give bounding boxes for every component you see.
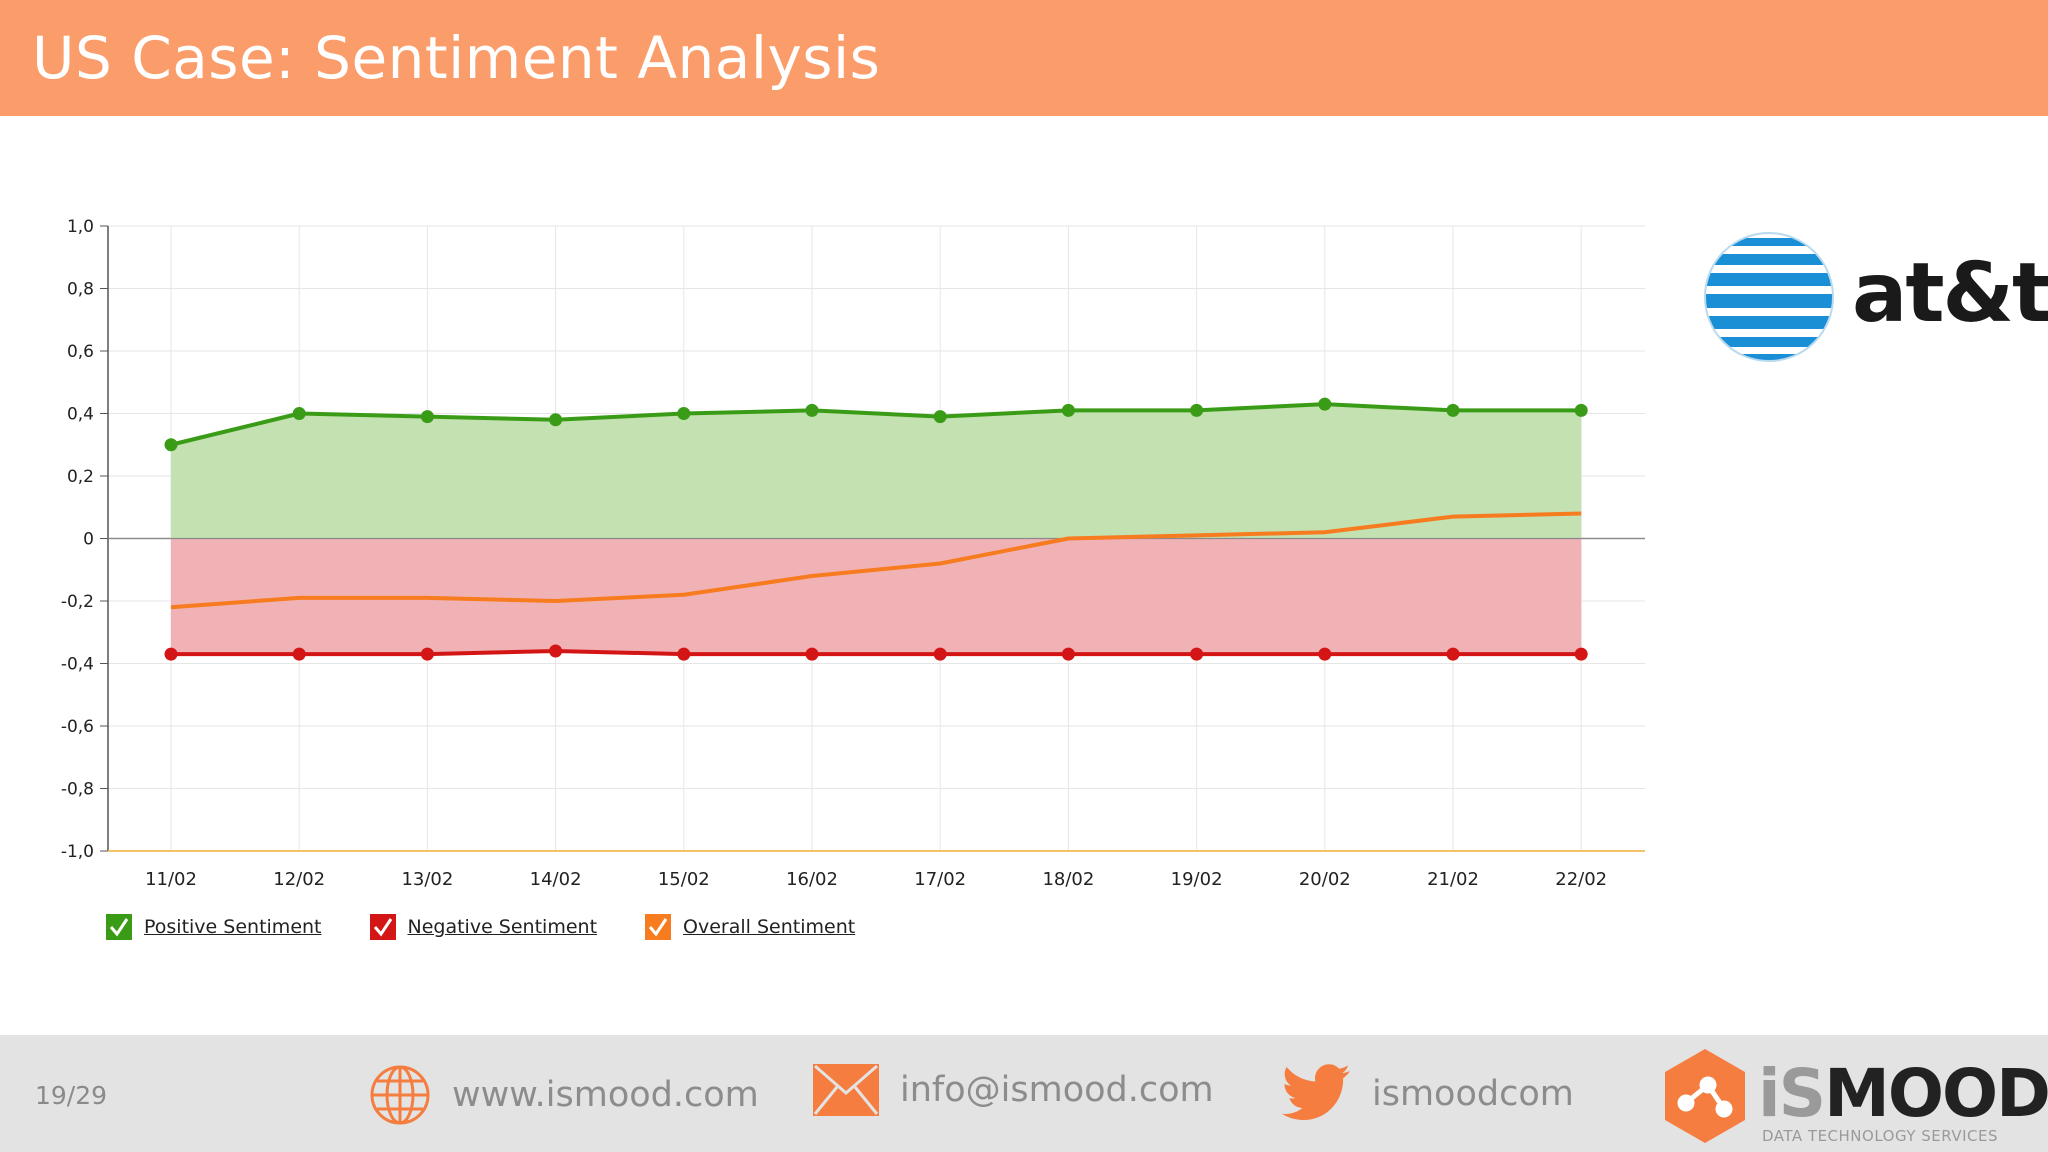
y-tick-label: 0,2 — [67, 467, 94, 487]
ismood-wordmark-part2: MOOD — [1824, 1055, 2048, 1132]
positive-sentiment-point — [420, 410, 434, 424]
x-tick-label: 22/02 — [1555, 869, 1607, 890]
legend-item-positive[interactable]: Positive Sentiment — [106, 914, 322, 940]
x-tick-label: 21/02 — [1427, 869, 1479, 890]
footer-website[interactable]: www.ismood.com — [368, 1063, 759, 1127]
negative-sentiment-line — [171, 649, 1582, 657]
positive-sentiment-point — [1446, 403, 1460, 417]
positive-sentiment-point — [1318, 397, 1332, 411]
negative-sentiment-point — [1446, 647, 1460, 661]
negative-sentiment-point — [1190, 647, 1204, 661]
footer-twitter[interactable]: ismoodcom — [1280, 1063, 1574, 1125]
negative-sentiment-point — [549, 644, 563, 658]
positive-sentiment-point — [292, 407, 306, 420]
negative-sentiment-point — [420, 647, 434, 661]
x-tick-label: 17/02 — [914, 869, 966, 890]
slide-header: US Case: Sentiment Analysis — [0, 0, 2048, 116]
page-number: 19/29 — [35, 1081, 108, 1110]
globe-icon — [370, 1065, 430, 1125]
negative-sentiment-point — [1318, 647, 1332, 661]
x-tick-label: 16/02 — [786, 869, 838, 890]
hexagon-network-icon — [1665, 1049, 1745, 1143]
slide-title: US Case: Sentiment Analysis — [32, 24, 881, 92]
negative-sentiment-point — [292, 647, 306, 661]
positive-sentiment-point — [1190, 403, 1204, 417]
positive-sentiment-point — [164, 438, 178, 452]
y-tick-label: -0,8 — [61, 780, 94, 800]
slide-footer: 19/29 www.ismood.com info@ismood.com ism… — [0, 1035, 2048, 1152]
twitter-handle[interactable]: ismoodcom — [1372, 1074, 1574, 1114]
positive-sentiment-point — [1061, 403, 1075, 417]
att-globe-logo — [1704, 232, 1834, 362]
x-tick-label: 11/02 — [145, 869, 197, 890]
x-tick-label: 19/02 — [1171, 869, 1223, 890]
legend-item-overall[interactable]: Overall Sentiment — [645, 914, 855, 940]
checkbox-checked-icon[interactable] — [645, 914, 672, 940]
y-tick-label: -0,6 — [61, 717, 94, 737]
negative-sentiment-point — [805, 647, 819, 661]
positive-sentiment-point — [549, 413, 563, 427]
negative-sentiment-point — [1574, 647, 1588, 661]
y-tick-label: 1,0 — [67, 217, 94, 237]
positive-area — [171, 404, 1582, 539]
att-wordmark: at&t — [1852, 246, 2048, 341]
ismood-wordmark: iSMOOD — [1758, 1055, 2048, 1132]
overall-sentiment-line — [170, 511, 1582, 610]
sentiment-chart: 1,0 0,8 0,6 0,4 0,2 0 -0,2 -0,4 -0,6 -0,8 -1,0 11/0… — [61, 217, 1645, 890]
positive-sentiment-point — [805, 403, 819, 417]
positive-sentiment-point — [677, 407, 691, 420]
legend-label-positive: Positive Sentiment — [144, 916, 322, 938]
envelope-icon — [813, 1064, 879, 1116]
negative-area — [171, 538, 1582, 655]
x-tick-label: 15/02 — [658, 869, 710, 890]
negative-sentiment-point — [933, 647, 947, 661]
legend-label-overall: Overall Sentiment — [683, 916, 856, 938]
twitter-bird-icon — [1281, 1064, 1350, 1120]
legend-item-negative[interactable]: Negative Sentiment — [369, 914, 598, 940]
checkbox-checked-icon[interactable] — [106, 914, 132, 940]
y-tick-label: -1,0 — [61, 842, 94, 862]
x-tick-label: 14/02 — [530, 869, 582, 890]
x-tick-label: 13/02 — [401, 869, 453, 890]
negative-sentiment-point — [1061, 647, 1075, 661]
y-tick-label: -0,4 — [61, 655, 94, 675]
x-tick-label: 12/02 — [273, 869, 325, 890]
y-tick-label: 0,6 — [67, 342, 94, 362]
negative-sentiment-point — [677, 647, 691, 661]
y-tick-label: -0,2 — [61, 592, 94, 612]
legend-label-negative: Negative Sentiment — [407, 916, 598, 938]
footer-email[interactable]: info@ismood.com — [812, 1063, 1214, 1117]
x-tick-label: 20/02 — [1299, 869, 1351, 890]
website-link[interactable]: www.ismood.com — [452, 1075, 759, 1115]
ismood-tagline: DATA TECHNOLOGY SERVICES — [1762, 1127, 1999, 1145]
y-tick-label: 0,4 — [67, 405, 94, 425]
positive-sentiment-point — [933, 410, 947, 424]
chart-legend: Positive Sentiment Negative Sentiment Ov… — [106, 914, 903, 940]
email-link[interactable]: info@ismood.com — [900, 1070, 1214, 1110]
positive-sentiment-point — [1574, 403, 1588, 417]
y-tick-label: 0 — [83, 530, 94, 550]
positive-sentiment-line — [170, 402, 1582, 447]
x-tick-label: 18/02 — [1042, 869, 1094, 890]
ismood-wordmark-part1: iS — [1758, 1055, 1826, 1132]
y-tick-label: 0,8 — [67, 280, 94, 300]
checkbox-checked-icon[interactable] — [369, 914, 396, 940]
negative-sentiment-point — [164, 647, 178, 661]
ismood-logo: iSMOOD DATA TECHNOLOGY SERVICES — [1662, 1043, 2048, 1148]
